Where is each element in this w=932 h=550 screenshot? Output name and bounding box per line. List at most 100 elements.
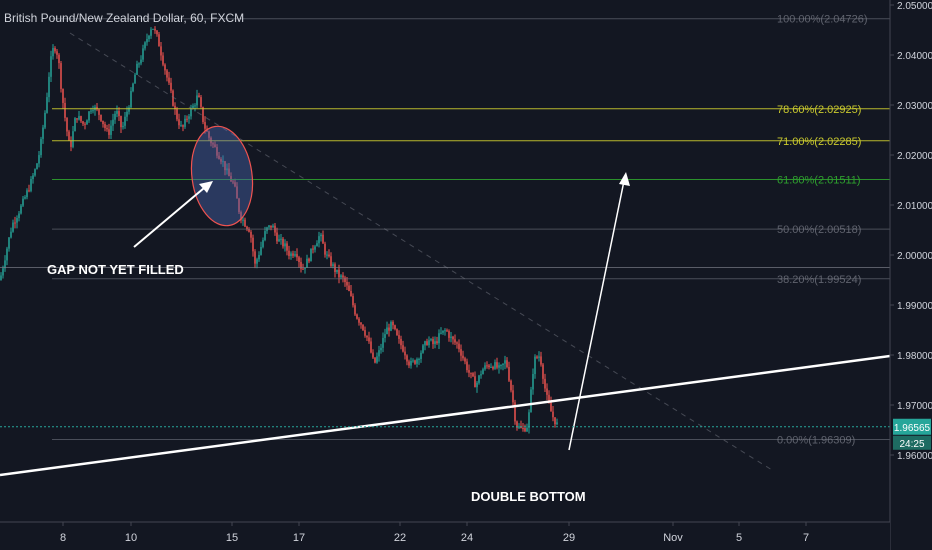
candle-body [504,360,506,364]
candle-body [436,341,438,344]
candle-body [128,107,130,112]
price-tick-label: 1.97000 [897,401,932,412]
candle-body [90,110,92,112]
symbol-title[interactable]: British Pound/New Zealand Dollar, 60, FX… [4,11,245,25]
candle-body [332,264,334,266]
candle-body [74,118,76,132]
candle-body [92,110,94,112]
candle-body [280,238,282,240]
candle-body [314,246,316,250]
candle-body [30,179,32,191]
time-tick-label: 7 [803,532,809,544]
candle-body [50,56,52,77]
candle-body [548,394,550,403]
countdown-tag [893,435,931,450]
candle-body [172,90,174,106]
candle-body [336,269,338,273]
candle-body [472,373,474,377]
candle-body [422,345,424,353]
candle-body [42,127,44,139]
candle-body [324,243,326,255]
candle-body [52,48,54,57]
candle-body [218,155,220,159]
time-tick-label: 24 [461,532,473,544]
candle-body [396,329,398,336]
candle-body [402,345,404,352]
candle-body [38,155,40,164]
candle-body [316,243,318,247]
gap-arrow-head [199,181,213,193]
candle-body [64,102,66,118]
price-tick-label: 2.02000 [897,151,932,162]
candle-body [146,38,148,43]
candle-body [224,161,226,171]
price-tick-label: 2.01000 [897,201,932,212]
gap-highlight-ellipse[interactable] [185,122,258,229]
candle-body [438,333,440,344]
candle-body [364,330,366,336]
candle-body [244,219,246,227]
candle-body [132,83,134,92]
candle-body [534,356,536,375]
candle-body [258,254,260,260]
candle-body [470,372,472,374]
candle-body [32,175,34,180]
candle-body [192,105,194,109]
candle-body [250,231,252,238]
gap-arrow[interactable] [133,182,211,248]
time-tick-label: 17 [293,532,305,544]
candle-body [506,360,508,368]
candle-body [270,225,272,228]
candle-body [290,253,292,256]
price-axis-ticks: 2.05000 2.04000 2.03000 2.02000 2.01000 2.000… [890,1,932,462]
candle-body [198,95,200,98]
candle-body [16,218,18,223]
candle-body [350,291,352,297]
candle-body [0,275,2,280]
candle-body [518,426,520,428]
candle-body [386,327,388,335]
candle-body [180,125,182,127]
candle-body [142,48,144,60]
candle-body [102,120,104,125]
time-axis-panel[interactable] [0,522,890,550]
time-tick-label: 10 [125,532,137,544]
candle-body [220,158,222,162]
time-tick-label: 5 [736,532,742,544]
fib-retracement[interactable]: 100.00%(2.04726) 78.60%(2.02925) 71.00%(2.… [52,14,890,447]
time-tick-label: Nov [663,532,683,544]
candle-body [382,337,384,348]
price-axis-panel[interactable] [890,0,932,550]
candle-body [76,118,78,120]
annotation-double-bottom-label: DOUBLE BOTTOM [471,489,586,504]
fib-level-label: 0.00%(1.96309) [777,435,855,447]
candle-body [532,374,534,390]
candle-body [208,131,210,138]
time-tick-label: 22 [394,532,406,544]
candle-body [378,350,380,357]
candle-body [348,285,350,292]
candle-body [426,341,428,346]
trend-line[interactable] [0,354,891,477]
candle-body [474,376,476,388]
candle-body [556,422,558,425]
candle-body [342,275,344,278]
candle-body [236,186,238,199]
candle-body [430,339,432,341]
candle-body [448,331,450,338]
candle-body [110,125,112,135]
candle-body [268,225,270,228]
candle-body [78,116,80,120]
target-arrow[interactable] [568,175,626,451]
candle-body [322,234,324,244]
candle-body [494,362,496,369]
candle-body [6,248,8,261]
candle-body [82,121,84,124]
candle-body [292,253,294,256]
candle-body [346,282,348,286]
candle-body [48,76,50,98]
candle-body [508,367,510,381]
time-tick-label: 15 [226,532,238,544]
